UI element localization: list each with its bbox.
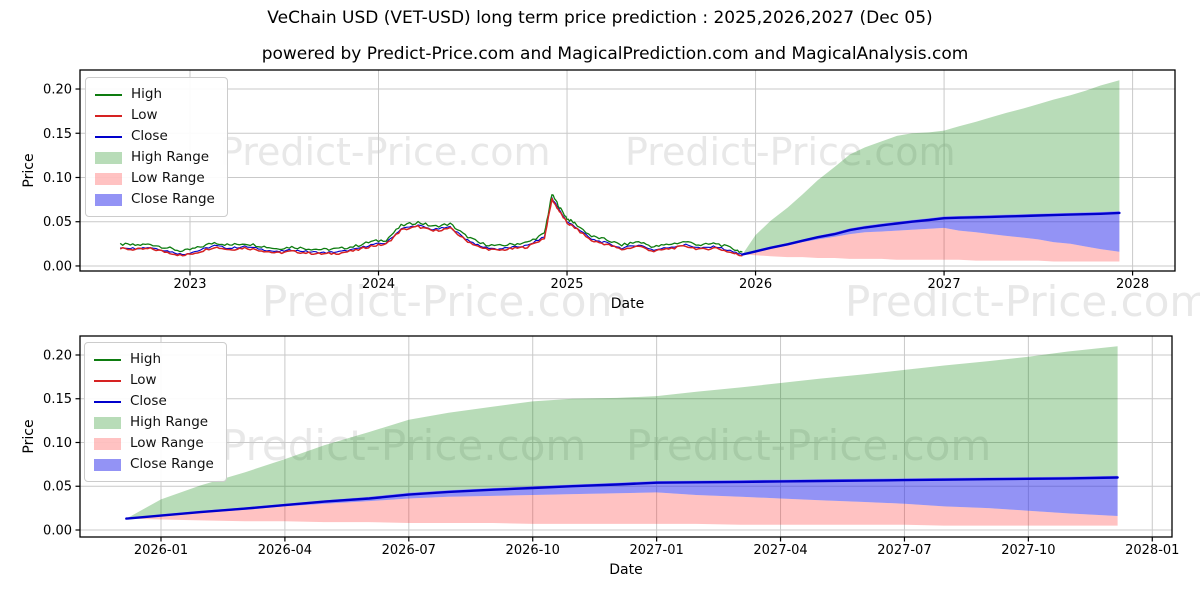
y-tick-label: 0.20 bbox=[43, 83, 72, 98]
watermark-text: Predict-Price.com bbox=[262, 277, 628, 326]
y-axis-label: Price bbox=[21, 153, 37, 187]
legend-label: Close Range bbox=[130, 456, 214, 472]
x-tick-label: 2027 bbox=[928, 277, 961, 292]
legend-label: High bbox=[131, 86, 163, 102]
y-tick-label: 0.20 bbox=[43, 348, 72, 363]
history-high-line bbox=[119, 194, 743, 254]
legend-item-low: Low bbox=[94, 370, 214, 391]
legend-label: Low bbox=[131, 107, 158, 123]
y-tick-label: 0.00 bbox=[43, 259, 72, 274]
x-tick-label: 2028-01 bbox=[1125, 543, 1179, 558]
legend-label: Low Range bbox=[131, 170, 205, 186]
x-axis-label: Date bbox=[611, 296, 644, 312]
x-tick-label: 2028 bbox=[1116, 277, 1149, 292]
x-tick-label: 2025 bbox=[550, 277, 583, 292]
x-tick-label: 2027-01 bbox=[629, 543, 683, 558]
axes-forecast-detail: 2026-01 2026-04 2026-07 2026-10 2027-01 2027-… bbox=[21, 335, 1179, 578]
low-range-band bbox=[126, 492, 1118, 526]
watermark-text: Predict-Price.com bbox=[221, 421, 586, 470]
legend-item-high-range: High Range bbox=[94, 412, 214, 433]
close-range-swatch bbox=[94, 458, 121, 471]
legend-top-chart: High Low Close High Range Low Range Clos… bbox=[85, 77, 228, 217]
x-tick-label: 2026-04 bbox=[258, 543, 312, 558]
legend-item-low-range: Low Range bbox=[95, 168, 215, 189]
x-axis-label: Date bbox=[609, 562, 642, 578]
legend-item-close: Close bbox=[94, 391, 214, 412]
plot-border bbox=[79, 69, 1176, 272]
close-range-band bbox=[742, 211, 1120, 255]
close-range-band bbox=[126, 475, 1118, 519]
watermark-text: Predict-Price.com bbox=[625, 130, 956, 174]
history-low-line bbox=[119, 197, 743, 257]
y-tick-label: 0.15 bbox=[43, 127, 72, 142]
low-range-band bbox=[742, 227, 1120, 262]
x-tick-label: 2027-10 bbox=[1001, 543, 1055, 558]
high-line-swatch bbox=[95, 93, 122, 96]
legend-item-high: High bbox=[94, 349, 214, 370]
plot-border bbox=[79, 335, 1173, 538]
legend-item-close-range: Close Range bbox=[94, 454, 214, 475]
y-tick-label: 0.05 bbox=[43, 480, 72, 495]
x-tick-label: 2026 bbox=[739, 277, 772, 292]
x-tick-label: 2026-10 bbox=[506, 543, 560, 558]
low-line-swatch bbox=[95, 114, 122, 117]
legend-label: High Range bbox=[131, 149, 210, 165]
y-tick-label: 0.10 bbox=[43, 436, 72, 451]
legend-label: Close bbox=[131, 128, 168, 144]
legend-item-close: Close bbox=[95, 126, 215, 147]
history-close-line bbox=[120, 195, 743, 256]
x-tick-label: 2026-07 bbox=[382, 543, 436, 558]
x-tick-label: 2024 bbox=[362, 277, 395, 292]
legend-item-low: Low bbox=[95, 105, 215, 126]
y-axis-label: Price bbox=[21, 419, 37, 453]
high-line-swatch bbox=[94, 358, 121, 361]
legend-label: Low bbox=[130, 372, 157, 388]
legend-label: Low Range bbox=[130, 435, 204, 451]
high-range-band bbox=[126, 346, 1118, 519]
close-range-swatch bbox=[95, 193, 122, 206]
x-tick-label: 2026-01 bbox=[134, 543, 188, 558]
watermark-text: Predict-Price.com bbox=[845, 277, 1200, 326]
axes-history-and-forecast: 2023 2024 2025 2026 2027 2028 0.00 0.05 0.10 0.15… bbox=[21, 69, 1176, 312]
close-line-swatch bbox=[94, 400, 121, 403]
y-tick-label: 0.00 bbox=[43, 523, 72, 538]
figure-title: VeChain USD (VET-USD) long term price pr… bbox=[267, 8, 933, 28]
legend-item-low-range: Low Range bbox=[94, 433, 214, 454]
forecast-close-line bbox=[125, 476, 1119, 520]
legend-label: Close Range bbox=[131, 191, 215, 207]
legend-label: Close bbox=[130, 393, 167, 409]
x-tick-label: 2027-07 bbox=[877, 543, 931, 558]
y-tick-label: 0.10 bbox=[43, 171, 72, 186]
forecast-close-line bbox=[741, 211, 1121, 256]
figure-subtitle: powered by Predict-Price.com and Magical… bbox=[261, 44, 969, 64]
legend-label: High bbox=[130, 351, 162, 367]
watermark-text: Predict-Price.com bbox=[626, 421, 991, 470]
legend-item-high-range: High Range bbox=[95, 147, 215, 168]
high-range-swatch bbox=[95, 151, 122, 164]
low-range-swatch bbox=[94, 437, 121, 450]
legend-item-high: High bbox=[95, 84, 215, 105]
y-tick-label: 0.15 bbox=[43, 392, 72, 407]
watermark-text: Predict-Price.com bbox=[220, 130, 551, 174]
legend-bottom-chart: High Low Close High Range Low Range Clos… bbox=[84, 342, 227, 482]
low-range-swatch bbox=[95, 172, 122, 185]
x-tick-label: 2023 bbox=[173, 277, 206, 292]
legend-label: High Range bbox=[130, 414, 209, 430]
y-tick-label: 0.05 bbox=[43, 215, 72, 230]
legend-item-close-range: Close Range bbox=[95, 189, 215, 210]
high-range-swatch bbox=[94, 416, 121, 429]
x-tick-label: 2027-04 bbox=[753, 543, 807, 558]
close-line-swatch bbox=[95, 135, 122, 138]
low-line-swatch bbox=[94, 379, 121, 382]
high-range-band bbox=[742, 80, 1120, 255]
